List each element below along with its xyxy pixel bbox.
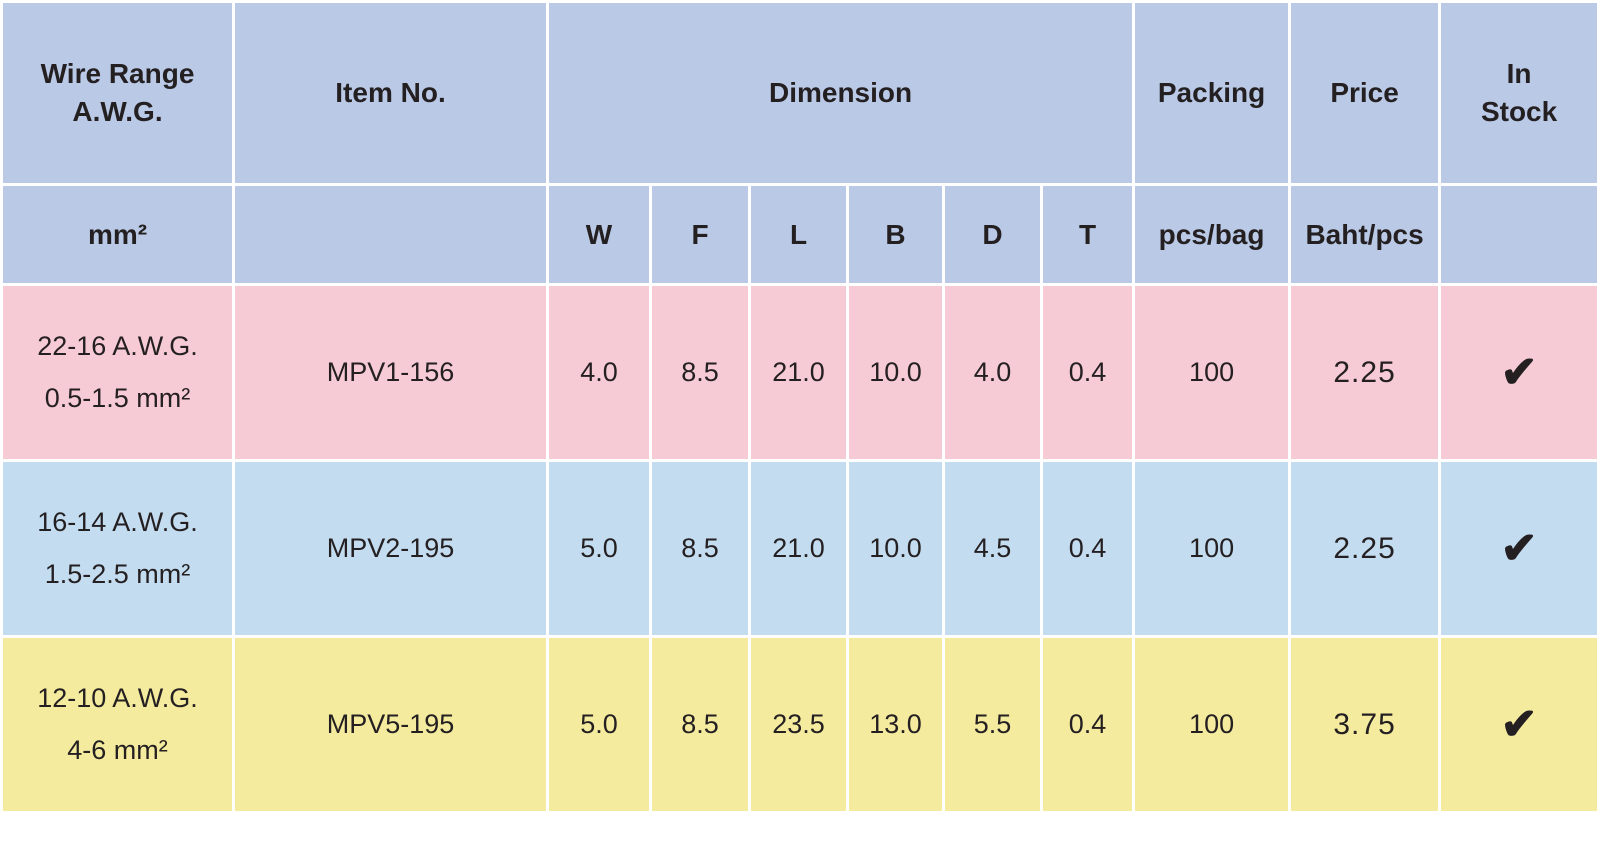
- cell-packing: 100: [1189, 533, 1235, 563]
- header-in-stock: In Stock: [1441, 3, 1597, 183]
- subheader-price-unit: Baht/pcs: [1305, 218, 1424, 250]
- cell-dim-w: 5.0: [580, 533, 618, 563]
- cell-item-no: MPV5-195: [326, 709, 455, 739]
- cell-dim-b: 10.0: [869, 357, 922, 387]
- cell-dim-t: 0.4: [1068, 709, 1107, 739]
- cell-dim-l: 23.5: [772, 709, 825, 739]
- cell-wire-range: 12-10 A.W.G. 4-6 mm²: [3, 638, 232, 811]
- header-dimension: Dimension: [768, 77, 913, 109]
- subheader-dim-w: W: [585, 218, 613, 250]
- subheader-packing-unit: pcs/bag: [1158, 218, 1265, 250]
- cell-dim-t: 0.4: [1068, 357, 1107, 387]
- cell-dim-d: 4.0: [973, 357, 1012, 387]
- in-stock-check-icon: ✔: [1500, 699, 1538, 749]
- header-in-stock-line1: In: [1506, 58, 1532, 90]
- header-row-sub: mm² W F L B D T pcs/bag Baht/pcs: [3, 186, 1598, 283]
- header-item-no: Item No.: [335, 77, 446, 109]
- subheader-dim-l: L: [789, 218, 808, 250]
- table-row-mpv2-195: 16-14 A.W.G. 1.5-2.5 mm² MPV2-195 5.0 8.…: [3, 462, 1598, 635]
- cell-dim-b: 10.0: [869, 533, 922, 563]
- subheader-in-stock-empty: [1441, 186, 1597, 283]
- cell-dim-d: 5.5: [973, 709, 1012, 739]
- cell-wire-range: 16-14 A.W.G. 1.5-2.5 mm²: [3, 462, 232, 635]
- in-stock-check-icon: ✔: [1500, 523, 1538, 573]
- subheader-dim-b: B: [885, 218, 906, 250]
- cell-packing: 100: [1189, 709, 1235, 739]
- cell-dim-d: 4.5: [973, 533, 1012, 563]
- table-row-mpv5-195: 12-10 A.W.G. 4-6 mm² MPV5-195 5.0 8.5 23…: [3, 638, 1598, 811]
- cell-price: 3.75: [1333, 707, 1396, 741]
- header-wire-range: Wire Range A.W.G.: [3, 3, 232, 183]
- subheader-item-no-empty: [235, 186, 546, 283]
- subheader-dim-d: D: [982, 218, 1003, 250]
- header-packing: Packing: [1157, 77, 1266, 109]
- wire-range-awg: 22-16 A.W.G.: [37, 331, 198, 362]
- cell-dim-w: 4.0: [580, 357, 618, 387]
- header-in-stock-line2: Stock: [1480, 96, 1558, 127]
- header-wire-range-line1: Wire Range: [40, 58, 195, 90]
- wire-range-awg: 12-10 A.W.G.: [37, 683, 198, 714]
- table-body: 22-16 A.W.G. 0.5-1.5 mm² MPV1-156 4.0 8.…: [3, 286, 1598, 811]
- cell-dim-t: 0.4: [1068, 533, 1107, 563]
- header-wire-range-line2: A.W.G.: [72, 96, 163, 127]
- subheader-wire-range-unit: mm²: [87, 218, 148, 250]
- table-row-mpv1-156: 22-16 A.W.G. 0.5-1.5 mm² MPV1-156 4.0 8.…: [3, 286, 1598, 459]
- cell-price: 2.25: [1333, 531, 1396, 565]
- cell-dim-f: 8.5: [681, 357, 719, 387]
- cell-dim-l: 21.0: [772, 357, 825, 387]
- cell-dim-f: 8.5: [681, 533, 719, 563]
- cell-dim-l: 21.0: [772, 533, 825, 563]
- wire-range-mm2: 1.5-2.5 mm²: [44, 558, 191, 589]
- subheader-dim-t: T: [1078, 218, 1097, 250]
- wire-range-awg: 16-14 A.W.G.: [37, 507, 198, 538]
- cell-dim-f: 8.5: [681, 709, 719, 739]
- subheader-dim-f: F: [691, 218, 709, 250]
- table-header: Wire Range A.W.G. Item No. Dimension Pac…: [3, 3, 1598, 283]
- header-price: Price: [1330, 77, 1399, 109]
- cell-price: 2.25: [1333, 355, 1396, 389]
- cell-item-no: MPV2-195: [326, 533, 455, 563]
- cell-packing: 100: [1189, 357, 1235, 387]
- in-stock-check-icon: ✔: [1500, 347, 1538, 397]
- wire-range-mm2: 0.5-1.5 mm²: [44, 382, 191, 413]
- cell-item-no: MPV1-156: [326, 357, 455, 387]
- cell-dim-w: 5.0: [580, 709, 618, 739]
- cell-wire-range: 22-16 A.W.G. 0.5-1.5 mm²: [3, 286, 232, 459]
- product-spec-table: Wire Range A.W.G. Item No. Dimension Pac…: [3, 3, 1598, 811]
- header-row-main: Wire Range A.W.G. Item No. Dimension Pac…: [3, 3, 1598, 183]
- cell-dim-b: 13.0: [869, 709, 922, 739]
- wire-range-mm2: 4-6 mm²: [67, 734, 168, 765]
